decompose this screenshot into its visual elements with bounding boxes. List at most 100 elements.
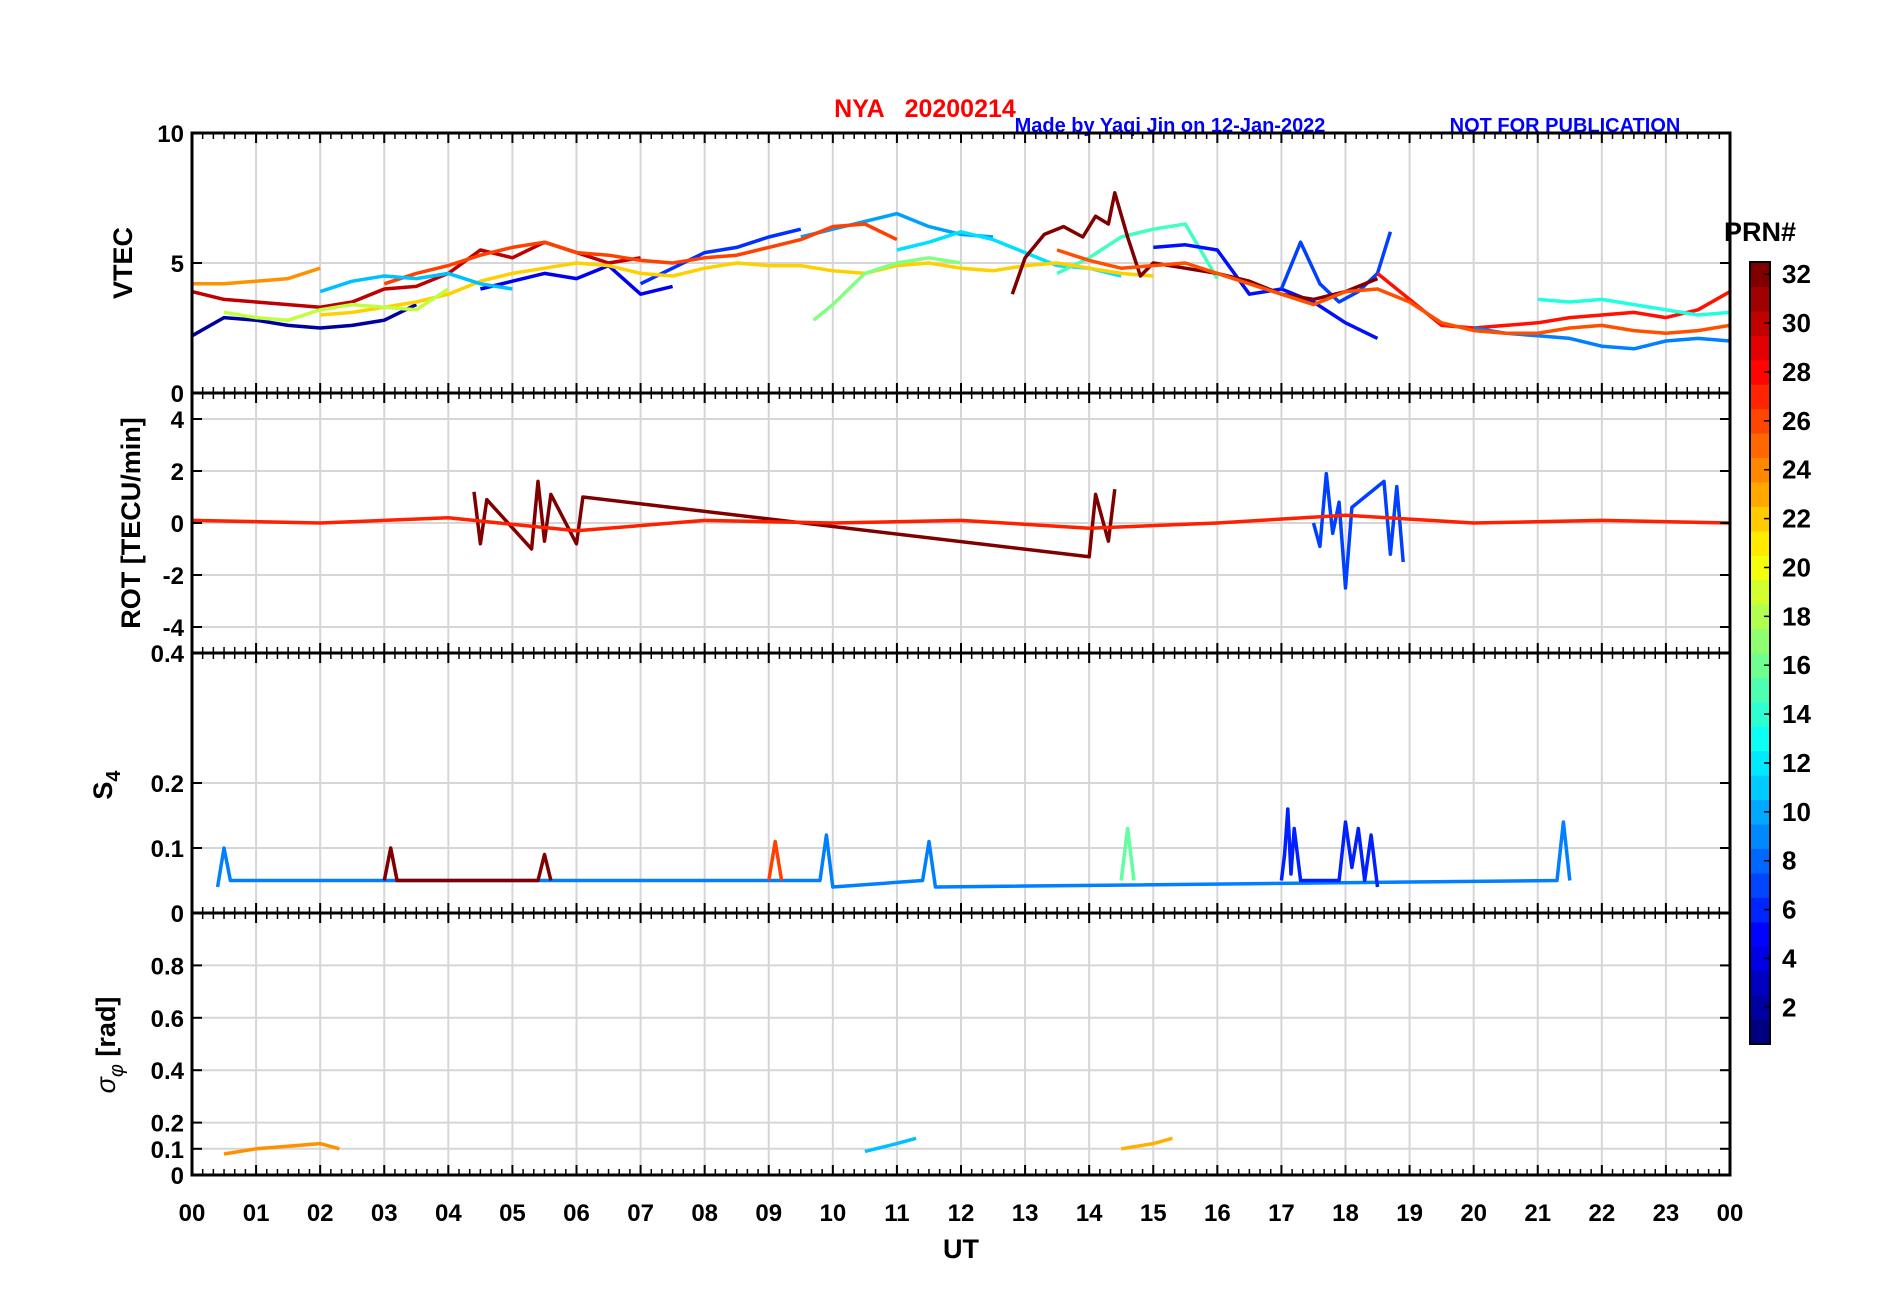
x-tick-label: 00 (1717, 1200, 1744, 1227)
colorbar-step (1750, 457, 1770, 483)
y-tick-label: 0.2 (151, 771, 184, 798)
x-tick-label: 04 (435, 1200, 462, 1227)
x-tick-label: 00 (179, 1200, 206, 1227)
y-tick-label: 0.6 (151, 1006, 184, 1033)
colorbar-tick-label: 4 (1782, 943, 1797, 973)
colorbar-step (1750, 433, 1770, 458)
y-tick-label: -2 (163, 563, 184, 590)
sigma-grid (192, 913, 1730, 1175)
colorbar-tick-label: 28 (1782, 357, 1811, 387)
series-line-prn-26 (1056, 248, 1730, 335)
series-line-prn-27 (767, 839, 784, 881)
colorbar-tick-label: 22 (1782, 504, 1811, 534)
series-line-prn-6 (1279, 231, 1393, 304)
colorbar-frame (1749, 261, 1771, 1045)
colorbar-step (1750, 555, 1770, 581)
colorbar-step (1750, 750, 1770, 776)
x-tick-label: 20 (1460, 1200, 1487, 1227)
vtec-ylabel: VTEC (108, 227, 138, 299)
colorbar-gradient (1750, 262, 1770, 1045)
y-tick-label: 5 (171, 251, 184, 278)
colorbar-tick-label: 32 (1782, 259, 1811, 289)
colorbar-tick-label: 30 (1782, 308, 1811, 338)
colorbar-step (1750, 335, 1770, 361)
series-line-prn-4 (1153, 243, 1379, 340)
colorbar-title: PRN# (1724, 217, 1796, 247)
series-line-prn-2 (192, 303, 418, 338)
x-tick-label: 19 (1396, 1200, 1423, 1227)
colorbar-tick-label: 26 (1782, 406, 1811, 436)
colorbar-step (1750, 848, 1770, 874)
series-line-prn-14 (1537, 297, 1730, 317)
series-line-prn-12 (319, 271, 513, 294)
colorbar-tick-label: 10 (1782, 797, 1811, 827)
y-tick-label: 0.2 (151, 1111, 184, 1138)
colorbar-step (1750, 897, 1770, 923)
x-tick-label: 21 (1524, 1200, 1551, 1227)
colorbar-step (1750, 359, 1770, 385)
s4-ylabel: S4 (88, 770, 125, 800)
series-line-prn-9 (639, 227, 802, 286)
series-line-prn-3 (1279, 807, 1380, 888)
colorbar-tick-label: 14 (1782, 699, 1811, 729)
colorbar-tick-label: 24 (1782, 455, 1811, 485)
x-tick-label: 07 (627, 1200, 654, 1227)
vtec-series (192, 191, 1730, 351)
colorbar-step (1750, 775, 1770, 801)
colorbar-step (1750, 970, 1770, 996)
x-tick-label: 10 (819, 1200, 846, 1227)
colorbar-step (1750, 506, 1770, 532)
colorbar-step (1750, 653, 1770, 678)
colorbar-step (1750, 384, 1770, 410)
series-line-prn-11 (800, 211, 994, 239)
colorbar-step (1750, 995, 1770, 1021)
x-tick-label: 23 (1653, 1200, 1680, 1227)
series-line-prn-16 (1119, 826, 1136, 881)
colorbar-step (1750, 408, 1770, 434)
colorbar-step (1750, 872, 1770, 898)
x-tick-labels: 00 01 02 03 04 05 06 07 08 09 10 11 12 13 14 15 16 17 18 19… (179, 1200, 1744, 1227)
series-line-prn-17 (812, 256, 962, 322)
colorbar-step (1750, 799, 1770, 825)
y-tick-label: 0 (171, 1163, 184, 1190)
colorbar-tick-label: 6 (1782, 895, 1796, 925)
colorbar-step (1750, 530, 1770, 556)
sigma-ylabel: σφ [rad] (91, 997, 128, 1094)
colorbar-step (1750, 628, 1770, 654)
y-tick-label: 0.1 (151, 1137, 184, 1164)
rot-yticks: -4 -2 0 2 4 (163, 393, 1731, 653)
colorbar-step (1750, 726, 1770, 752)
x-tick-label: 06 (563, 1200, 590, 1227)
sigma-panel: 00.10.2 0.4 0.6 0.8 σφ [rad] (91, 911, 1732, 1190)
x-tick-label: 02 (307, 1200, 334, 1227)
series-line-prn-10 (215, 820, 1572, 889)
colorbar-step (1750, 921, 1770, 947)
colorbar-step (1750, 604, 1770, 630)
s4-grid (192, 653, 1730, 913)
x-tick-label: 22 (1588, 1200, 1615, 1227)
colorbar-tick-label: 12 (1782, 748, 1811, 778)
x-axis-label: UT (943, 1234, 979, 1264)
s4-yticks: 0 0.1 0.2 0.4 (151, 641, 1731, 928)
rot-panel: -4 -2 0 2 4 ROT [TECU/min] (116, 391, 1732, 655)
y-tick-label: 0 (171, 901, 184, 928)
x-tick-label: 03 (371, 1200, 398, 1227)
colorbar-step (1750, 701, 1770, 727)
y-tick-label: 0.8 (151, 953, 184, 980)
rot-series (192, 471, 1730, 590)
colorbar-step (1750, 579, 1770, 605)
series-line-prn-32 (472, 479, 1117, 559)
series-line-prn-27 (383, 222, 898, 286)
y-tick-label: 0.4 (151, 1058, 185, 1085)
colorbar-tick-label: 16 (1782, 650, 1811, 680)
colorbar-step (1750, 310, 1770, 336)
series-line-prn-24 (192, 266, 321, 286)
rot-ylabel: ROT [TECU/min] (116, 417, 146, 628)
x-tick-label: 01 (243, 1200, 270, 1227)
s4-series (215, 807, 1572, 889)
x-tick-label: 17 (1268, 1200, 1295, 1227)
colorbar-step (1750, 481, 1770, 507)
